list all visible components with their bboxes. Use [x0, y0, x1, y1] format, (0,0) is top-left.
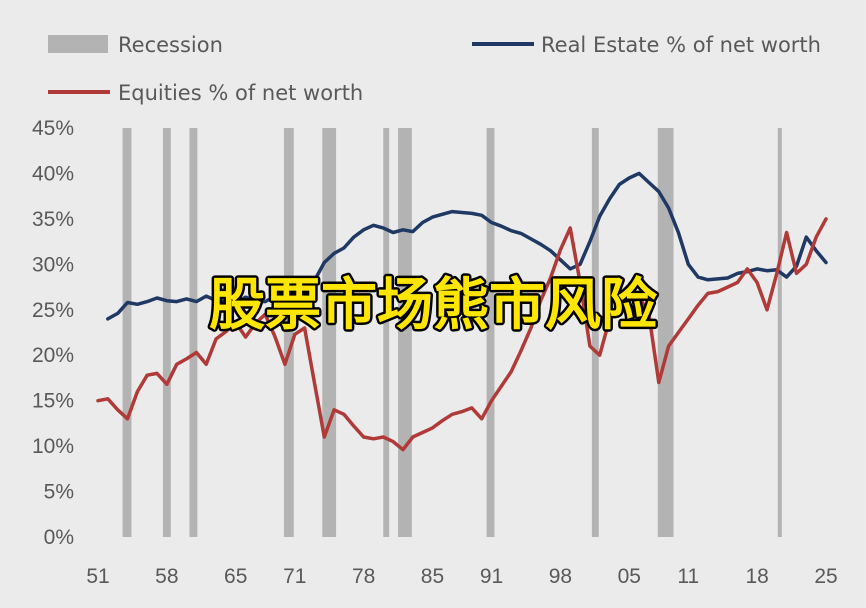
- x-tick-label: 85: [421, 565, 444, 588]
- legend-label-real-estate: Real Estate % of net worth: [541, 33, 821, 57]
- y-tick-label: 0%: [44, 526, 74, 549]
- recession-band: [591, 128, 599, 537]
- y-tick-label: 45%: [32, 117, 74, 140]
- x-tick-label: 11: [677, 565, 699, 588]
- x-tick-label: 18: [745, 565, 768, 588]
- recession-band: [486, 128, 495, 537]
- x-tick-label: 65: [224, 565, 247, 588]
- y-tick-label: 10%: [32, 435, 74, 458]
- legend-label-equities: Equities % of net worth: [118, 81, 363, 105]
- overlay-caption: 股票市场熊市风险: [209, 273, 658, 338]
- recession-band: [383, 128, 390, 537]
- recession-band: [122, 128, 132, 537]
- y-tick-label: 40%: [32, 162, 74, 185]
- y-tick-label: 25%: [32, 299, 74, 322]
- recession-band: [657, 128, 674, 537]
- x-tick-label: 25: [814, 565, 837, 588]
- y-tick-label: 35%: [32, 208, 74, 231]
- y-tick-label: 30%: [32, 253, 74, 276]
- legend-label-recession: Recession: [118, 33, 223, 57]
- recession-band: [777, 128, 782, 537]
- recession-band: [189, 128, 198, 537]
- x-tick-label: 51: [86, 565, 109, 588]
- recession-band: [162, 128, 171, 537]
- x-tick-label: 71: [283, 565, 306, 588]
- y-tick-label: 5%: [44, 481, 74, 504]
- series-lines: [96, 171, 828, 452]
- x-tick-label: 58: [155, 565, 178, 588]
- series-line-real-estate: [106, 171, 828, 321]
- y-tick-label: 15%: [32, 390, 74, 413]
- series-line-equities: [96, 217, 828, 452]
- legend: Recession Real Estate % of net worth Equ…: [48, 33, 821, 105]
- y-tick-label: 20%: [32, 344, 74, 367]
- recession-band: [283, 128, 294, 537]
- x-tick-label: 05: [618, 565, 641, 588]
- x-tick-label: 91: [480, 565, 503, 588]
- x-tick-label: 78: [352, 565, 375, 588]
- legend-swatch-recession: [48, 35, 108, 53]
- axes: 0% 5% 10% 15% 20% 25% 30% 35% 40% 45% 51 58 65 71 78 85…: [32, 117, 838, 588]
- x-tick-label: 98: [549, 565, 572, 588]
